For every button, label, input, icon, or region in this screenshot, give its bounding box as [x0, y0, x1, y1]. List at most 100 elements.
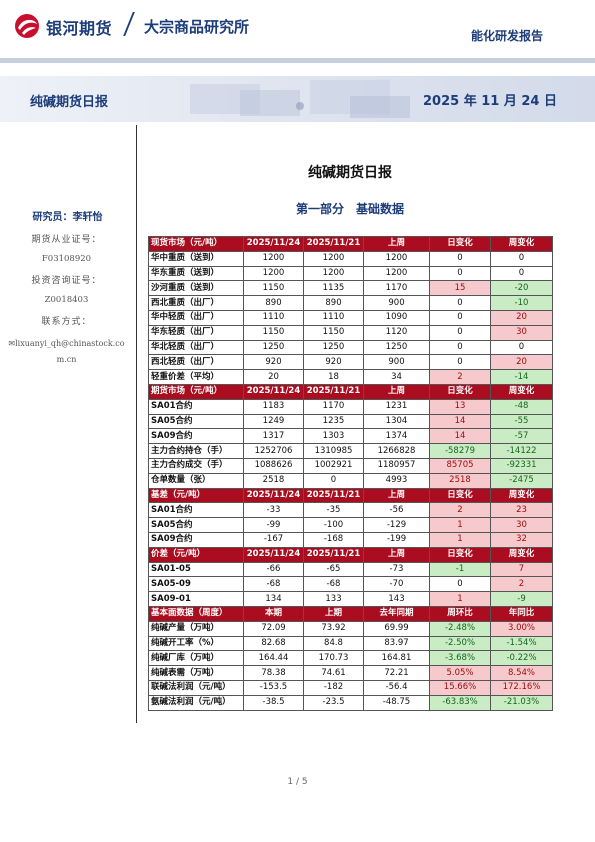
table-row: 氨碱法利润（元/吨） -38.5 -23.5 -48.75 -63.83% -21.03%: [148, 694, 553, 711]
table-cell: 1090: [363, 309, 430, 326]
header-cell: 周变化: [490, 383, 553, 400]
header-cell: 2025/11/21: [303, 383, 364, 400]
table-cell: 1249: [243, 413, 304, 430]
advisor-label: 投资咨询证号：: [31, 276, 102, 286]
table-cell: 2: [429, 502, 491, 519]
table-cell: 14: [429, 413, 491, 430]
table-cell: 1150: [243, 280, 304, 297]
table-cell: 14: [429, 428, 491, 445]
table-cell: 0: [490, 339, 553, 356]
table-cell: -99: [243, 517, 304, 533]
table-cell: 23: [490, 502, 553, 519]
header-cell: 2025/11/24: [243, 236, 304, 252]
table-cell: 1304: [363, 413, 430, 430]
header-cell: 价差（元/吨）: [148, 546, 244, 563]
table-cell: -3.68%: [429, 650, 491, 667]
license-value: F03108920: [41, 254, 92, 264]
header-cell: 去年同期: [363, 605, 430, 622]
table-row: 纯碱厂库（万吨） 164.44 170.73 164.81 -3.68% -0.22%: [148, 650, 553, 667]
table-cell: -68: [243, 576, 304, 593]
table-row: 联碱法利润（元/吨） -153.5 -182 -56.4 15.66% 172.16%: [148, 679, 553, 696]
header-cell: 上周: [363, 487, 430, 504]
table-cell: -38.5: [243, 694, 304, 711]
sidebar-divider: [136, 125, 137, 723]
table-cell: 13: [429, 398, 491, 415]
table-cell: -21.03%: [490, 694, 553, 711]
header-cell: 基差（元/吨）: [148, 487, 244, 504]
table-cell: 72.21: [363, 665, 430, 681]
table-section-header: 价差（元/吨） 2025/11/24 2025/11/21 上周 日变化 周变化: [148, 546, 553, 563]
table-row: 主力合约持仓（手） 1252706 1310985 1266828 -58279 -141…: [148, 443, 553, 459]
header-cell: 2025/11/21: [303, 546, 364, 563]
table-cell: 170.73: [303, 650, 364, 667]
row-label: 纯碱厂库（万吨）: [148, 650, 244, 667]
row-label: 西北轻质（出厂）: [148, 354, 244, 371]
row-label: 氨碱法利润（元/吨）: [148, 694, 244, 711]
table-cell: -33: [243, 502, 304, 519]
table-cell: 32: [490, 531, 553, 548]
table-cell: 1250: [243, 339, 304, 356]
table-cell: 143: [363, 591, 430, 607]
table-cell: 0: [429, 324, 491, 341]
table-cell: -168: [303, 531, 364, 548]
table-cell: 1002921: [303, 457, 364, 474]
table-cell: -100: [303, 517, 364, 533]
table-cell: 83.97: [363, 635, 430, 652]
table-cell: 1: [429, 591, 491, 607]
row-label: SA09-01: [148, 591, 244, 607]
row-label: SA05合约: [148, 413, 244, 430]
table-row: SA05合约 -99 -100 -129 1 30: [148, 517, 553, 533]
table-cell: 890: [243, 295, 304, 311]
table-cell: -2.50%: [429, 635, 491, 652]
table-row: SA09合约 1317 1303 1374 14 -57: [148, 428, 553, 445]
row-label: 联碱法利润（元/吨）: [148, 679, 244, 696]
analyst-sidebar: 研究员：李轩怡 期货从业证号： F03108920 投资咨询证号： Z00184…: [0, 200, 133, 368]
table-row: SA01合约 -33 -35 -56 2 23: [148, 502, 553, 519]
header-cell: 本期: [243, 605, 304, 622]
table-row: SA09-01 134 133 143 1 -9: [148, 591, 553, 607]
table-cell: 890: [303, 295, 364, 311]
header-cell: 2025/11/24: [243, 383, 304, 400]
table-cell: 1252706: [243, 443, 304, 459]
table-cell: -73: [363, 561, 430, 578]
table-cell: -2.48%: [429, 620, 491, 637]
table-section-header: 基本面数据（周度） 本期 上期 去年同期 周环比 年同比: [148, 605, 553, 622]
basic-data-table: 现货市场（元/吨） 2025/11/24 2025/11/21 上周 日变化 周变化 华中重…: [148, 236, 553, 711]
table-cell: 1180957: [363, 457, 430, 474]
table-cell: 2518: [243, 472, 304, 489]
table-cell: 133: [303, 591, 364, 607]
table-cell: -1.54%: [490, 635, 553, 652]
header-cell: 日变化: [429, 487, 491, 504]
table-cell: 0: [490, 250, 553, 267]
table-cell: 1200: [363, 265, 430, 282]
row-label: SA05合约: [148, 517, 244, 533]
table-cell: 1200: [243, 250, 304, 267]
row-label: SA01合约: [148, 398, 244, 415]
table-row: SA01-05 -66 -65 -73 -1 7: [148, 561, 553, 578]
header-cell: 周变化: [490, 546, 553, 563]
contact-email[interactable]: ✉lixuanyi_qh@chinastock.com.cn: [0, 336, 133, 368]
table-cell: -68: [303, 576, 364, 593]
table-cell: 1250: [363, 339, 430, 356]
table-cell: 72.09: [243, 620, 304, 637]
table-cell: 73.92: [303, 620, 364, 637]
table-section-header: 现货市场（元/吨） 2025/11/24 2025/11/21 上周 日变化 周变化: [148, 236, 553, 252]
table-cell: 1200: [363, 250, 430, 267]
table-cell: 920: [303, 354, 364, 371]
header-cell: 期货市场（元/吨）: [148, 383, 244, 400]
table-cell: 2: [490, 576, 553, 593]
header-rule: [0, 58, 595, 63]
header-cell: 年同比: [490, 605, 553, 622]
table-cell: -56.4: [363, 679, 430, 696]
table-cell: 74.61: [303, 665, 364, 681]
analyst-name: 研究员：李轩怡: [32, 212, 103, 223]
table-row: 华东轻质（出厂） 1150 1150 1120 0 30: [148, 324, 553, 341]
table-row: 沙河重质（送到） 1150 1135 1170 15 -20: [148, 280, 553, 297]
row-label: SA09合约: [148, 531, 244, 548]
table-cell: -20: [490, 280, 553, 297]
table-row: 仓单数量（张） 2518 0 4993 2518 -2475: [148, 472, 553, 489]
header-cell: 上周: [363, 236, 430, 252]
table-cell: 15.66%: [429, 679, 491, 696]
table-cell: 0: [490, 265, 553, 282]
table-cell: 1266828: [363, 443, 430, 459]
